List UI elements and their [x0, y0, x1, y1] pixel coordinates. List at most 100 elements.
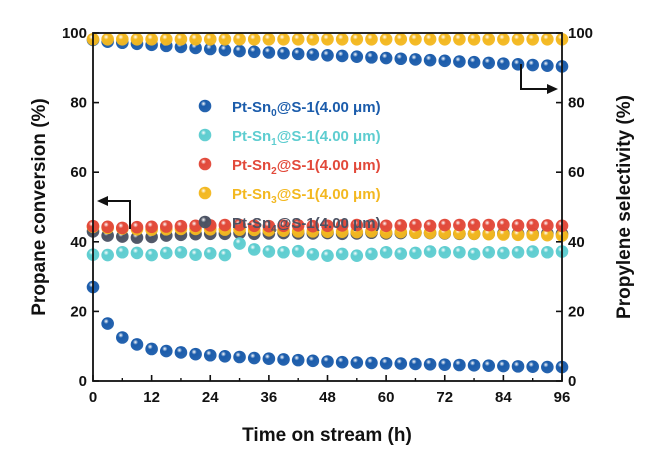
- conversion-point: [306, 248, 320, 261]
- conversion-point: [482, 218, 496, 232]
- conversion-point: [262, 219, 276, 233]
- selectivity-point: [116, 32, 129, 46]
- conversion-point: [526, 360, 539, 374]
- selectivity-point: [497, 32, 510, 46]
- selectivity-point: [145, 32, 158, 46]
- selectivity-point: [467, 32, 481, 46]
- conversion-point: [189, 248, 202, 261]
- conversion-point: [277, 245, 290, 259]
- conversion-point: [101, 317, 114, 330]
- selectivity-point: [379, 32, 393, 46]
- selectivity-point: [277, 32, 290, 46]
- conversion-point: [101, 220, 114, 234]
- conversion-point: [335, 247, 349, 261]
- legend-item: Pt-Sn2@S-1(4.00 μm): [198, 157, 381, 177]
- conversion-point: [423, 357, 437, 371]
- conversion-point: [409, 357, 422, 371]
- conversion-point: [379, 245, 393, 259]
- selectivity-point: [218, 32, 232, 46]
- y-tick-label: 20: [70, 303, 87, 320]
- conversion-point: [159, 246, 173, 260]
- conversion-point: [467, 218, 481, 232]
- right-axis-arrow: [520, 64, 558, 94]
- selectivity-point: [394, 32, 408, 46]
- conversion-point: [379, 219, 393, 233]
- conversion-point: [116, 245, 129, 259]
- selectivity-point: [365, 51, 378, 64]
- x-tick-label: 72: [436, 389, 453, 406]
- conversion-point: [497, 218, 510, 232]
- selectivity-point: [335, 32, 349, 46]
- conversion-point: [247, 219, 261, 233]
- selectivity-point: [262, 32, 276, 46]
- conversion-point: [262, 352, 276, 366]
- conversion-point: [203, 246, 217, 260]
- conversion-point: [453, 358, 466, 372]
- legend-marker: [198, 157, 212, 171]
- plot-frame: [92, 32, 563, 382]
- conversion-point: [277, 353, 290, 366]
- conversion-point: [453, 245, 466, 259]
- legend-item: Pt-Sn1@S-1(4.00 μm): [198, 128, 381, 148]
- conversion-point: [350, 356, 364, 369]
- x-tick-label: 24: [202, 389, 219, 406]
- selectivity-point: [438, 32, 452, 46]
- x-tick-label: 12: [143, 389, 160, 406]
- selectivity-point: [291, 32, 305, 46]
- conversion-point: [541, 228, 554, 242]
- selectivity-point: [350, 32, 364, 46]
- conversion-point: [130, 220, 144, 234]
- selectivity-point: [423, 32, 437, 46]
- selectivity-point: [203, 42, 217, 56]
- selectivity-point: [101, 32, 114, 46]
- conversion-point: [291, 353, 305, 367]
- legend-label: Pt-Sn4@S-1(4.00 μm): [232, 215, 381, 235]
- selectivity-point: [482, 56, 496, 70]
- conversion-point: [145, 220, 158, 234]
- selectivity-point: [335, 49, 349, 63]
- conversion-point: [467, 247, 481, 261]
- legend-marker: [198, 186, 212, 200]
- conversion-point: [218, 248, 232, 262]
- conversion-point: [335, 219, 349, 232]
- legend-label: Pt-Sn2@S-1(4.00 μm): [232, 157, 381, 177]
- y-tick-label: 100: [62, 25, 87, 42]
- selectivity-point: [218, 43, 232, 57]
- conversion-point: [218, 349, 232, 363]
- conversion-point: [394, 357, 408, 370]
- conversion-point: [174, 219, 188, 233]
- y-axis-label: Propane conversion (%): [29, 98, 50, 316]
- conversion-point: [379, 356, 393, 370]
- conversion-point: [159, 220, 173, 233]
- y2-tick-label: 100: [568, 25, 593, 42]
- conversion-point: [467, 227, 481, 241]
- selectivity-point: [497, 57, 510, 70]
- selectivity-point: [306, 48, 320, 61]
- conversion-point: [189, 347, 202, 361]
- selectivity-point: [277, 46, 290, 60]
- conversion-point: [306, 219, 320, 233]
- selectivity-point: [379, 51, 393, 65]
- legend-label: Pt-Sn1@S-1(4.00 μm): [232, 128, 381, 148]
- conversion-point: [247, 351, 261, 365]
- selectivity-point: [189, 41, 202, 55]
- conversion-point: [291, 244, 305, 258]
- selectivity-point: [511, 32, 525, 46]
- conversion-point: [321, 249, 334, 263]
- conversion-point: [541, 245, 554, 259]
- conversion-point: [350, 218, 364, 232]
- conversion-point: [438, 245, 452, 259]
- x-tick-label: 84: [495, 389, 512, 406]
- conversion-point: [438, 218, 452, 232]
- conversion-point: [409, 218, 422, 232]
- selectivity-point: [453, 32, 466, 46]
- selectivity-point: [291, 47, 305, 61]
- selectivity-point: [438, 54, 452, 68]
- selectivity-point: [511, 58, 525, 71]
- conversion-point: [306, 354, 320, 368]
- conversion-point: [526, 228, 539, 242]
- y2-tick-label: 60: [568, 164, 585, 181]
- selectivity-point: [233, 32, 246, 46]
- conversion-point: [203, 348, 217, 362]
- y2-axis-label: Propylene selectivity (%): [614, 95, 635, 319]
